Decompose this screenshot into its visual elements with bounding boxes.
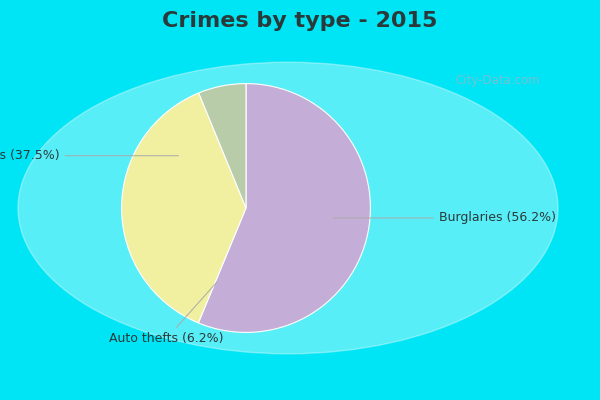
Text: Thefts (37.5%): Thefts (37.5%) <box>0 149 179 162</box>
Ellipse shape <box>18 62 558 354</box>
Text: City-Data.com: City-Data.com <box>455 74 541 87</box>
Text: Crimes by type - 2015: Crimes by type - 2015 <box>163 11 437 31</box>
Wedge shape <box>199 84 370 332</box>
Text: Burglaries (56.2%): Burglaries (56.2%) <box>334 212 556 224</box>
Text: Auto thefts (6.2%): Auto thefts (6.2%) <box>109 282 224 345</box>
Wedge shape <box>199 84 246 208</box>
Wedge shape <box>122 93 246 323</box>
